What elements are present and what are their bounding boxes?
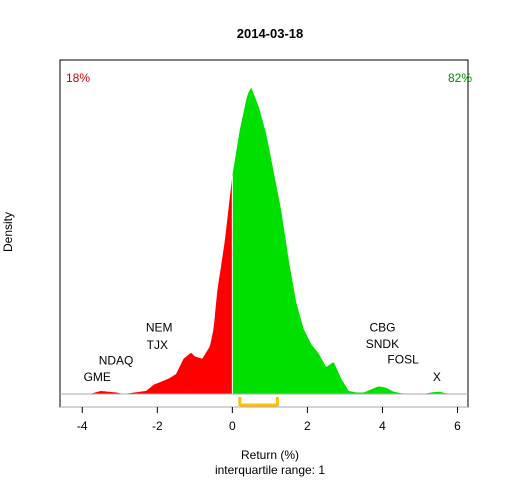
ticker-label-fosl: FOSL — [387, 353, 419, 367]
ticker-labels: GME NDAQ TJX NEM CBG SNDK FOSL X — [84, 320, 441, 384]
x-tick-label: 0 — [229, 419, 236, 433]
x-tick-label: -4 — [77, 419, 88, 433]
ticker-label-nem: NEM — [146, 320, 173, 334]
x-tick-label: -2 — [152, 419, 163, 433]
percent-positive: 82% — [448, 71, 472, 85]
chart-subtitle: interquartile range: 1 — [215, 463, 325, 477]
iqr-bracket — [238, 397, 279, 407]
ticker-label-sndk: SNDK — [366, 337, 399, 351]
x-tick-label: 4 — [379, 419, 386, 433]
ticker-label-ndaq: NDAQ — [99, 353, 134, 367]
x-tick-label: 6 — [454, 419, 461, 433]
density-area-negative — [71, 175, 233, 394]
ticker-label-gme: GME — [84, 370, 111, 384]
ticker-label-x: X — [433, 370, 441, 384]
chart-title: 2014-03-18 — [237, 26, 304, 41]
x-axis: -4 -2 0 2 4 6 — [77, 407, 461, 433]
ticker-label-cbg: CBG — [369, 320, 395, 334]
x-tick-label: 2 — [304, 419, 311, 433]
percent-negative: 18% — [66, 71, 90, 85]
y-axis-label: Density — [1, 212, 15, 252]
density-area-positive — [232, 87, 465, 394]
x-axis-label: Return (%) — [241, 448, 299, 462]
ticker-label-tjx: TJX — [147, 338, 168, 352]
